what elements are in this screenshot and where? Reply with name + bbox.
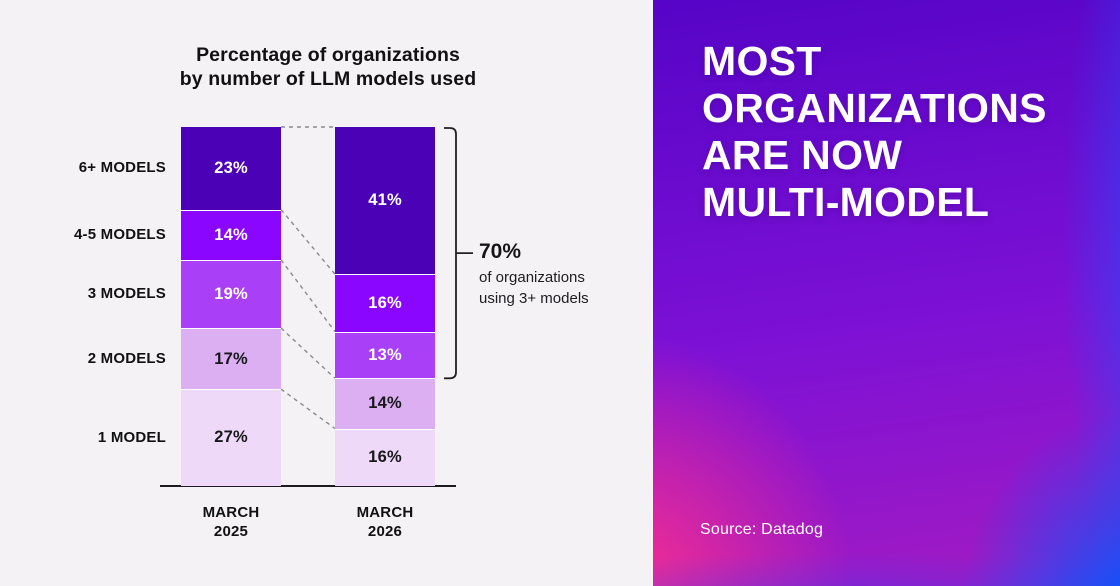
bar-segment: 27% — [181, 389, 281, 486]
row-label: 1 MODEL — [97, 428, 166, 446]
connector-dashed-line — [280, 259, 336, 333]
row-label: 2 MODELS — [87, 349, 166, 367]
row-label: 3 MODELS — [87, 284, 166, 302]
row-label: 6+ MODELS — [78, 159, 166, 177]
segment-value-label: 13% — [368, 345, 402, 364]
segment-value-label: 14% — [214, 225, 248, 244]
chart-panel: Percentage of organizations by number of… — [0, 0, 653, 586]
headline-panel: MOST ORGANIZATIONS ARE NOW MULTI-MODEL S… — [653, 0, 1120, 586]
headline-line-3: ARE NOW — [702, 132, 903, 178]
annotation-70-percent: 70% of organizations using 3+ models — [479, 239, 649, 309]
connector-dashed-line — [280, 327, 336, 379]
segment-value-label: 27% — [214, 428, 248, 447]
bar-segment: 16% — [335, 428, 435, 486]
segment-value-label: 16% — [368, 293, 402, 312]
bar-segment: 19% — [181, 259, 281, 329]
annotation-desc-line-1: of organizations — [479, 269, 585, 287]
headline: MOST ORGANIZATIONS ARE NOW MULTI-MODEL — [702, 38, 1102, 226]
segment-value-label: 14% — [368, 394, 402, 413]
bar-segment: 41% — [335, 127, 435, 275]
annotation-desc-line-2: using 3+ models — [479, 290, 589, 308]
chart-title: Percentage of organizations by number of… — [48, 43, 608, 91]
bracket — [444, 127, 473, 380]
headline-line-4: MULTI-MODEL — [702, 179, 990, 225]
segment-value-label: 17% — [214, 349, 248, 368]
row-label: 4-5 MODELS — [73, 225, 166, 243]
chart-title-line-1: Percentage of organizations — [196, 44, 460, 66]
segment-value-label: 16% — [368, 448, 402, 467]
bar-segment: 16% — [335, 274, 435, 332]
bar-segment: 14% — [335, 378, 435, 429]
connector-dashed-line — [280, 388, 336, 430]
bar-segment: 23% — [181, 127, 281, 210]
bar-march-2025: 23% 14% 19% 17% 27% — [181, 127, 281, 486]
headline-line-2: ORGANIZATIONS — [702, 85, 1047, 131]
bar-march-2026: 41% 16% 13% 14% 16% — [335, 127, 435, 486]
bar-segment: 14% — [181, 209, 281, 260]
x-axis-label: MARCH 2025 — [202, 504, 260, 540]
bar-segment: 17% — [181, 328, 281, 390]
segment-value-label: 41% — [368, 191, 402, 210]
source-credit: Source: Datadog — [700, 521, 824, 538]
headline-line-1: MOST — [702, 38, 822, 84]
connector-dashed-line — [280, 209, 336, 275]
chart-title-line-2: by number of LLM models used — [179, 68, 477, 90]
bar-segment: 13% — [335, 331, 435, 379]
segment-value-label: 23% — [214, 158, 248, 177]
annotation-value: 70% — [479, 240, 522, 264]
x-axis-label: MARCH 2026 — [356, 504, 414, 540]
segment-value-label: 19% — [214, 284, 248, 303]
